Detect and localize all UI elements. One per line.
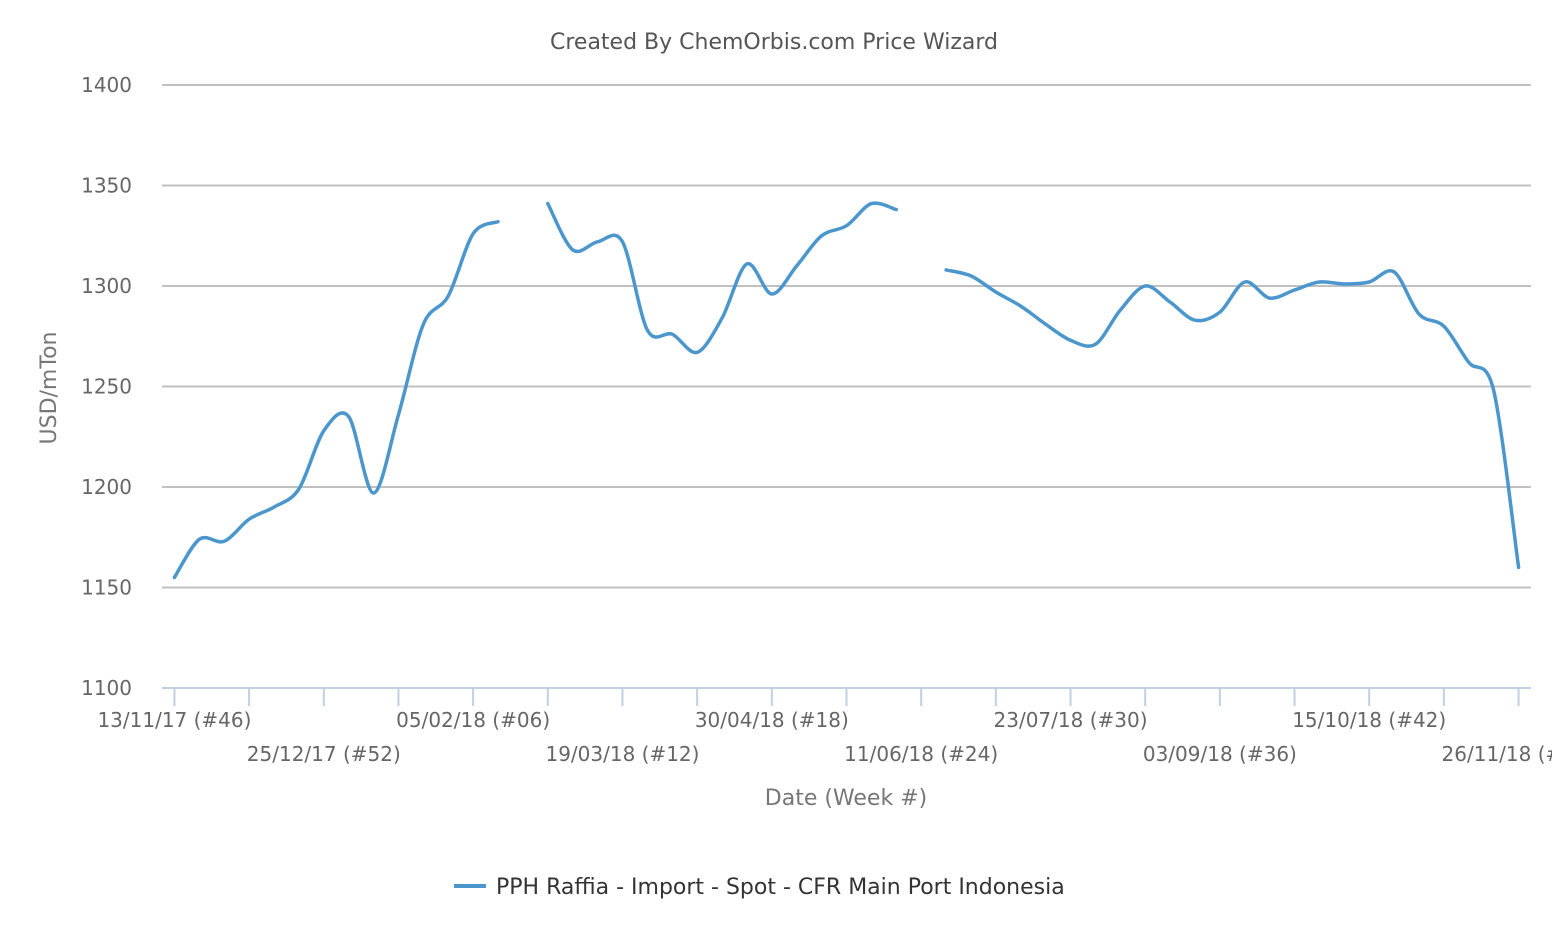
x-tick-label: 11/06/18 (#24) [844, 742, 998, 766]
x-tick-label: 15/10/18 (#42) [1292, 708, 1446, 732]
series-line [172, 219, 500, 580]
x-tick-label: 25/12/17 (#52) [247, 742, 401, 766]
series-lines [172, 201, 1521, 580]
legend-label[interactable]: PPH Raffia - Import - Spot - CFR Main Po… [496, 875, 1065, 900]
x-tick-label: 03/09/18 (#36) [1143, 742, 1297, 766]
y-tick-label: 1150 [81, 576, 132, 600]
x-tick-label: 05/02/18 (#06) [396, 708, 550, 732]
y-axis-ticks: 1100 1150 1200 1250 1300 1350 1400 [81, 73, 132, 700]
chart-title: Created By ChemOrbis.com Price Wizard [550, 30, 998, 55]
x-tick-label: 23/07/18 (#30) [994, 708, 1148, 732]
y-tick-label: 1350 [81, 174, 132, 198]
y-axis-label: USD/mTon [37, 332, 62, 445]
legend[interactable]: PPH Raffia - Import - Spot - CFR Main Po… [454, 875, 1065, 900]
y-tick-label: 1250 [81, 375, 132, 399]
x-tick-label: 13/11/17 (#46) [97, 708, 251, 732]
grid-lines [162, 84, 1531, 589]
x-tick-label: 30/04/18 (#18) [695, 708, 849, 732]
y-tick-label: 1300 [81, 274, 132, 298]
y-tick-label: 1100 [81, 676, 132, 700]
y-tick-label: 1400 [81, 73, 132, 97]
x-tick-label: 19/03/18 (#12) [545, 742, 699, 766]
series-line [944, 268, 1521, 570]
x-axis: 13/11/17 (#46) 25/12/17 (#52) 05/02/18 (#0… [97, 687, 1552, 766]
y-tick-label: 1200 [81, 475, 132, 499]
series-line [546, 201, 899, 355]
x-tick-label: 26/11/18 (#48) [1442, 742, 1552, 766]
x-axis-label: Date (Week #) [765, 786, 927, 811]
